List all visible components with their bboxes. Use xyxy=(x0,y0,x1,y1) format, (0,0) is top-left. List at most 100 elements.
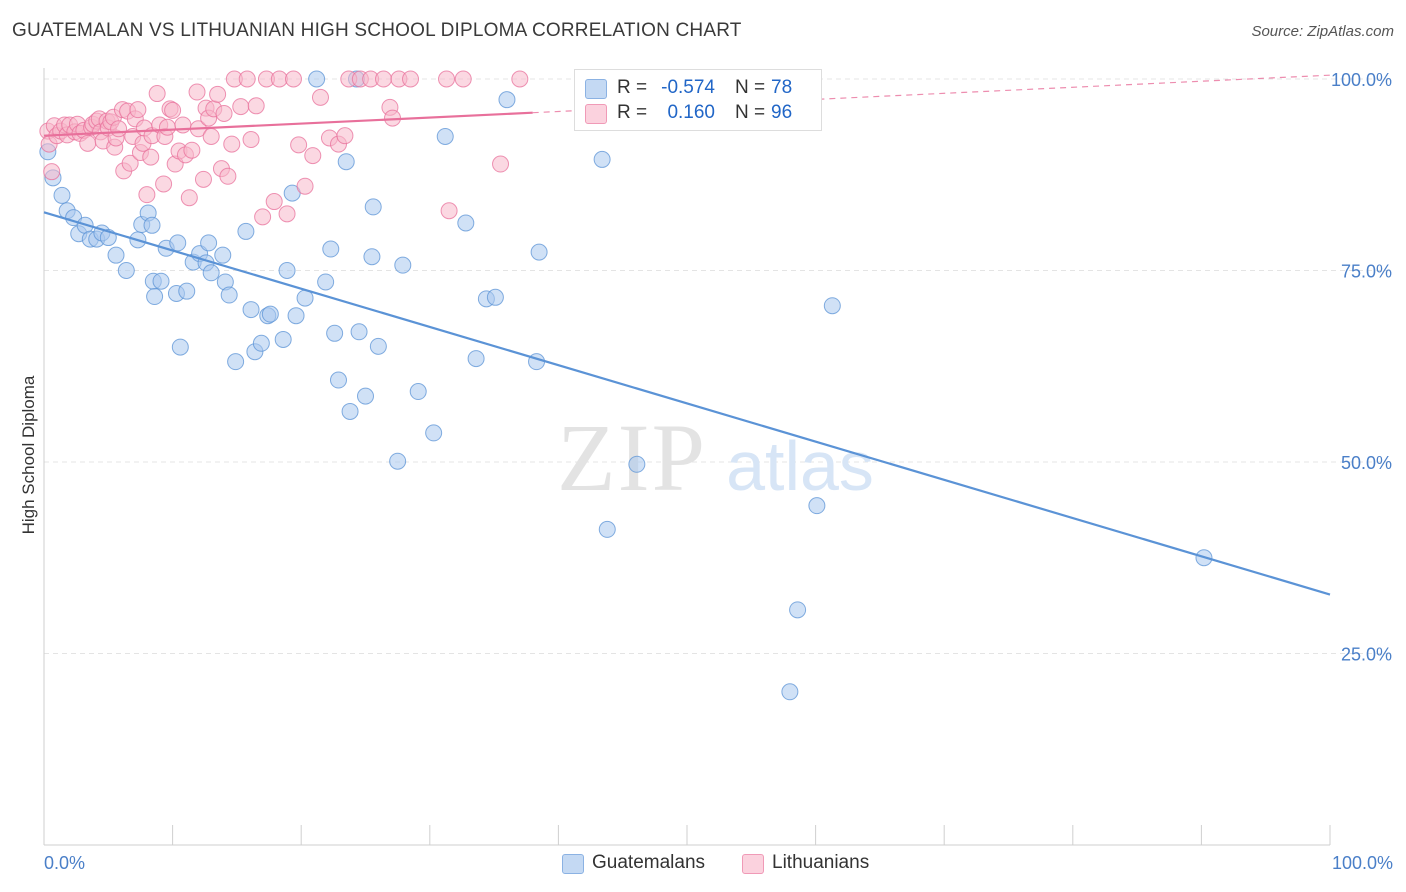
legend-r-value: -0.574 xyxy=(661,77,715,98)
legend-swatch-guatemalans xyxy=(585,79,607,99)
point-lithuanians xyxy=(121,154,139,172)
point-lithuanians xyxy=(242,131,260,149)
stats-legend: R = -0.574 N = 78 R = 0.160 N = 96 xyxy=(574,69,822,131)
bottom-legend-label-guatemalans: Guatemalans xyxy=(592,852,706,873)
point-lithuanians xyxy=(454,70,472,88)
point-lithuanians xyxy=(265,193,283,211)
point-guatemalans xyxy=(823,297,841,315)
point-lithuanians xyxy=(402,70,420,88)
point-lithuanians xyxy=(209,85,227,103)
legend-n-label: N = xyxy=(735,77,766,98)
point-lithuanians xyxy=(278,205,296,223)
point-guatemalans xyxy=(808,497,826,515)
point-lithuanians xyxy=(79,134,97,152)
point-guatemalans xyxy=(593,150,611,168)
point-lithuanians xyxy=(219,167,237,185)
point-guatemalans xyxy=(425,424,443,442)
point-guatemalans xyxy=(117,262,135,279)
point-guatemalans xyxy=(337,153,355,171)
bottom-legend-label-lithuanians: Lithuanians xyxy=(772,852,870,873)
point-guatemalans xyxy=(369,337,387,355)
watermark-atlas: atlas xyxy=(726,427,874,505)
point-lithuanians xyxy=(232,98,250,116)
point-guatemalans xyxy=(322,240,340,258)
point-guatemalans xyxy=(202,264,220,282)
y-tick-label: 100.0% xyxy=(1331,70,1392,90)
trend-line-lithuanians xyxy=(43,111,533,137)
point-lithuanians xyxy=(174,116,192,134)
point-lithuanians xyxy=(188,83,206,101)
legend-r-label: R = xyxy=(617,102,648,123)
point-guatemalans xyxy=(628,455,646,473)
point-guatemalans xyxy=(178,282,196,300)
point-lithuanians xyxy=(148,85,166,103)
point-guatemalans xyxy=(326,324,344,342)
point-guatemalans xyxy=(350,323,368,341)
point-guatemalans xyxy=(214,246,232,264)
point-lithuanians xyxy=(284,70,302,88)
point-guatemalans xyxy=(227,353,245,371)
point-lithuanians xyxy=(138,186,156,204)
point-guatemalans xyxy=(598,520,616,538)
axes xyxy=(43,68,1331,846)
point-guatemalans xyxy=(409,383,427,401)
point-lithuanians xyxy=(194,170,212,188)
bottom-legend-swatch-guatemalans xyxy=(562,854,584,874)
point-guatemalans xyxy=(274,330,292,348)
point-lithuanians xyxy=(270,70,288,88)
trend-lines xyxy=(43,74,1331,596)
point-lithuanians xyxy=(180,189,198,207)
point-guatemalans xyxy=(457,214,475,232)
point-guatemalans xyxy=(781,683,799,701)
point-guatemalans xyxy=(436,127,454,145)
point-lithuanians xyxy=(511,70,529,88)
point-lithuanians xyxy=(238,70,256,88)
point-lithuanians xyxy=(129,101,147,119)
point-guatemalans xyxy=(498,91,516,109)
point-guatemalans xyxy=(169,234,187,252)
y-tick-label: 75.0% xyxy=(1341,262,1392,282)
tick-labels: 25.0% 50.0% 75.0% 100.0% 0.0% 100.0% xyxy=(44,70,1393,873)
point-guatemalans xyxy=(252,334,270,352)
point-guatemalans xyxy=(486,288,504,306)
grid-lines xyxy=(44,78,1392,654)
point-guatemalans xyxy=(341,402,359,420)
point-lithuanians xyxy=(336,127,354,145)
point-lithuanians xyxy=(438,70,456,88)
point-guatemalans xyxy=(242,301,260,319)
point-lithuanians xyxy=(254,208,272,226)
point-guatemalans xyxy=(329,371,347,389)
legend-n-value: 78 xyxy=(771,77,793,98)
legend-r-value: 0.160 xyxy=(667,102,715,123)
trend-line-guatemalans xyxy=(43,211,1331,596)
legend-row-guatemalans: R = -0.574 N = 78 xyxy=(585,77,815,101)
point-lithuanians xyxy=(492,155,510,173)
point-guatemalans xyxy=(789,601,807,619)
legend-swatch-lithuanians xyxy=(585,104,607,124)
point-lithuanians xyxy=(290,136,308,154)
point-lithuanians xyxy=(202,127,220,145)
point-guatemalans xyxy=(146,288,164,306)
point-guatemalans xyxy=(278,262,296,279)
point-guatemalans xyxy=(530,243,548,261)
point-lithuanians xyxy=(223,135,241,153)
legend-row-lithuanians: R = 0.160 N = 96 xyxy=(585,102,815,126)
data-points xyxy=(39,70,1213,701)
y-tick-label: 25.0% xyxy=(1341,645,1392,665)
point-lithuanians xyxy=(375,70,393,88)
y-tick-label: 50.0% xyxy=(1341,453,1392,473)
point-guatemalans xyxy=(200,234,218,252)
bottom-legend-swatch-lithuanians xyxy=(742,854,764,874)
point-guatemalans xyxy=(389,452,407,470)
point-lithuanians xyxy=(296,177,314,195)
legend-n-value: 96 xyxy=(771,102,793,123)
point-guatemalans xyxy=(152,272,170,290)
legend-r-label: R = xyxy=(617,77,648,98)
point-lithuanians xyxy=(247,97,265,115)
point-guatemalans xyxy=(220,286,238,304)
point-guatemalans xyxy=(143,216,161,234)
chart-source: Source: ZipAtlas.com xyxy=(1251,23,1394,40)
point-guatemalans xyxy=(467,350,485,368)
legend-n-label: N = xyxy=(735,102,766,123)
